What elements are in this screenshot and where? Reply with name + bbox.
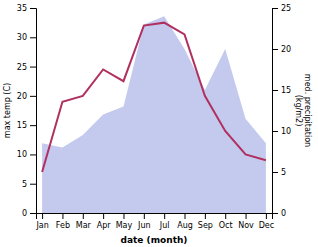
tick: 35 — [17, 4, 36, 13]
x-axis: Jan Feb Mar Apr May Jun Jul Aug Sep Oct Nov Dec — [35, 213, 274, 230]
tick-mark — [246, 213, 247, 219]
tick-label: 10 — [17, 150, 27, 159]
y-axis: 0 5 10 15 20 25 30 35 — [17, 4, 37, 218]
tick-mark — [103, 213, 104, 219]
tick-mark — [272, 131, 278, 132]
tick: 15 — [272, 86, 291, 95]
axis-domain — [273, 9, 279, 214]
plot: Jan Feb Mar Apr May Jun Jul Aug Sep Oct Nov Dec 0 5 10… — [3, 4, 312, 245]
tick-label: Apr — [97, 221, 112, 230]
tick: 0 — [272, 209, 286, 218]
tick-mark — [272, 172, 278, 173]
tick-mark — [266, 213, 267, 219]
y2-axis-title-line: (kg/m2) — [294, 95, 303, 127]
tick-mark — [205, 213, 206, 219]
tick-mark — [30, 8, 36, 9]
tick: 10 — [17, 150, 36, 159]
tick: 20 — [17, 92, 36, 101]
tick-label: 0 — [22, 209, 27, 218]
tick: Apr — [97, 213, 112, 230]
tick-label: Nov — [238, 221, 254, 230]
tick-mark — [272, 8, 278, 9]
tick: 15 — [17, 121, 36, 130]
line — [42, 23, 266, 172]
tick-label: 5 — [281, 168, 286, 177]
tick: Jan — [35, 213, 48, 230]
tick-label: 25 — [17, 63, 27, 72]
tick: May — [116, 213, 133, 230]
tick-label: 0 — [281, 209, 286, 218]
tick-mark — [272, 49, 278, 50]
tick-label: Jan — [35, 221, 48, 230]
tick-label: 5 — [22, 180, 27, 189]
tick-label: 35 — [17, 4, 27, 13]
tick-label: 15 — [17, 121, 27, 130]
tick-mark — [62, 213, 63, 219]
tick-mark — [272, 90, 278, 91]
tick-mark — [225, 213, 226, 219]
tick-mark — [30, 154, 36, 155]
x-axis-title: date (month) — [121, 235, 188, 245]
tick-mark — [185, 213, 186, 219]
tick-mark — [272, 213, 278, 214]
tick-mark — [30, 67, 36, 68]
tick-mark — [30, 213, 36, 214]
tick: Mar — [76, 213, 92, 230]
tick: 30 — [17, 33, 36, 42]
tick-mark — [30, 184, 36, 185]
tick-label: Jun — [137, 221, 151, 230]
tick-label: 15 — [281, 86, 291, 95]
tick: 20 — [272, 45, 291, 54]
tick: Oct — [219, 213, 233, 230]
tick: 5 — [22, 180, 36, 189]
tick-mark — [144, 213, 145, 219]
tick: 25 — [17, 63, 36, 72]
area — [42, 16, 266, 213]
axis-domain — [30, 9, 37, 214]
tick-label: 30 — [17, 33, 27, 42]
tick-label: 20 — [17, 92, 27, 101]
tick-label: Dec — [259, 221, 274, 230]
tick: Sep — [198, 213, 213, 230]
tick: Jun — [137, 213, 151, 230]
tick-mark — [30, 37, 36, 38]
tick-mark — [83, 213, 84, 219]
tick-label: Aug — [177, 221, 193, 230]
tick: Dec — [259, 213, 274, 230]
tick-label: 25 — [281, 4, 291, 13]
tick: Aug — [177, 213, 193, 230]
tick-mark — [42, 213, 43, 219]
tick-label: Jul — [159, 221, 170, 230]
y-axis-title: max temp (C) — [3, 83, 12, 138]
tick: 5 — [272, 168, 286, 177]
marks — [42, 16, 266, 213]
y2-axis-title: med. precipitation(kg/m2) — [294, 74, 312, 147]
tick-label: Mar — [76, 221, 92, 230]
tick-label: 10 — [281, 127, 291, 136]
tick: Jul — [159, 213, 170, 230]
axis-domain — [37, 214, 273, 220]
tick-mark — [123, 213, 124, 219]
tick-label: 20 — [281, 45, 291, 54]
chart: Jan Feb Mar Apr May Jun Jul Aug Sep Oct Nov Dec 0 5 10… — [0, 0, 318, 247]
tick: Nov — [238, 213, 254, 230]
tick-label: Oct — [219, 221, 233, 230]
y2-axis: 0 5 10 15 20 25 — [272, 4, 291, 218]
tick-mark — [164, 213, 165, 219]
tick-label: Feb — [56, 221, 70, 230]
tick: 25 — [272, 4, 291, 13]
tick: Feb — [56, 213, 70, 230]
tick-label: Sep — [198, 221, 213, 230]
tick: 0 — [22, 209, 36, 218]
tick-mark — [30, 96, 36, 97]
tick: 10 — [272, 127, 291, 136]
y2-axis-title-line: med. precipitation — [303, 74, 312, 147]
tick-label: May — [116, 221, 133, 230]
tick-mark — [30, 125, 36, 126]
